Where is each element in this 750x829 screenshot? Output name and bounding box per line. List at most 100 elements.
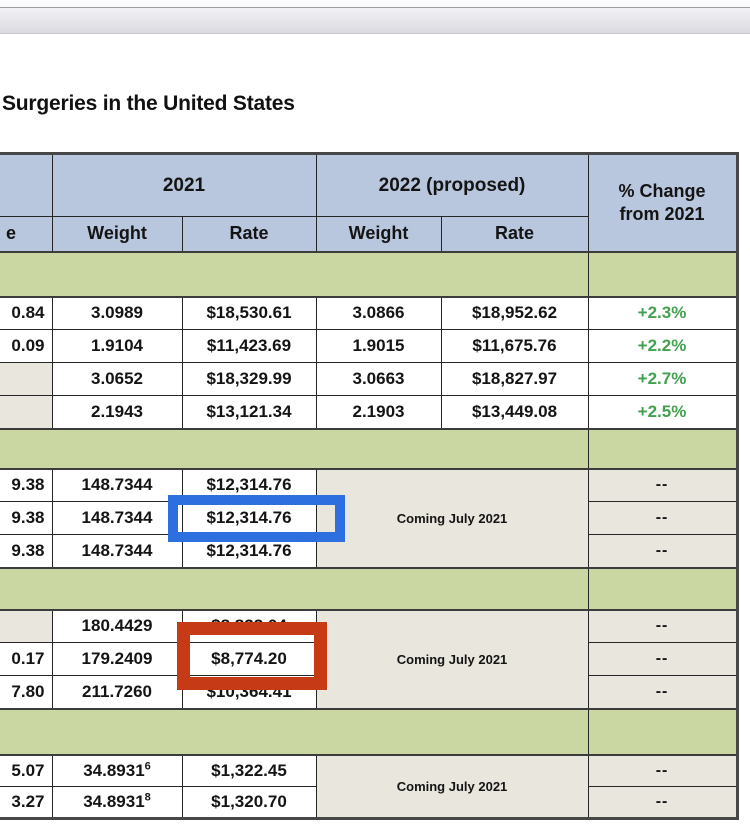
- window-chrome-divider: [0, 7, 750, 8]
- blue-highlight-box: [168, 495, 345, 542]
- table-row: 180.4429 $8,833.04 Coming July 2021 --: [0, 609, 738, 709]
- code-cell: 0.17: [0, 642, 53, 676]
- table-row: 9.38 148.7344 $12,314.76 --: [0, 534, 738, 568]
- table-row: 2.1943 $13,121.34 2.1903 $13,449.08 +2.5…: [0, 395, 738, 429]
- code-cell: 3.27: [0, 786, 53, 819]
- weight-2021-cell: 180.4429: [51, 609, 183, 643]
- rate-2022-cell: $11,675.76: [440, 329, 589, 363]
- section-band-1-left: [0, 250, 589, 298]
- weight-2021-cell: 34.89316: [51, 754, 183, 787]
- weight-value: 34.8931: [83, 760, 145, 780]
- rate-2022-cell: $18,827.97: [440, 362, 589, 396]
- rate-2021-cell: $1,320.70: [181, 786, 317, 819]
- table-row: 5.07 34.89316 $1,322.45 Coming July 2021…: [0, 754, 738, 819]
- code-cell-empty: [0, 609, 53, 643]
- weight-2021-cell: 1.9104: [51, 329, 183, 363]
- section-band-1: [0, 250, 738, 298]
- rates-table: 2021 2022 (proposed) % Change from 2021 …: [0, 152, 739, 820]
- code-cell: 9.38: [0, 468, 53, 502]
- weight-2022-cell: 3.0663: [315, 362, 442, 396]
- header-row-subcols: e Weight Rate Weight Rate: [0, 216, 737, 252]
- pct-change-cell: --: [587, 786, 738, 819]
- code-cell: 9.38: [0, 534, 53, 568]
- pct-change-cell: +2.5%: [587, 395, 738, 429]
- pct-change-cell: --: [587, 534, 738, 568]
- section-band-2: [0, 427, 738, 470]
- weight-2021-cell: 3.0989: [51, 296, 183, 330]
- col-group-2021: 2021: [51, 153, 317, 217]
- window-chrome-bar: [0, 8, 750, 34]
- col-header-pct-change: % Change from 2021: [587, 153, 738, 252]
- coming-july-2021-cell: Coming July 2021: [315, 468, 589, 568]
- table-row: 3.27 34.89318 $1,320.70 --: [0, 786, 738, 819]
- weight-2022-cell: 1.9015: [315, 329, 442, 363]
- section-band-4-right: [587, 707, 738, 756]
- table-row: 3.0652 $18,329.99 3.0663 $18,827.97 +2.7…: [0, 362, 738, 396]
- code-cell: 0.09: [0, 329, 53, 363]
- pct-change-cell: +2.3%: [587, 296, 738, 330]
- code-cell: 5.07: [0, 754, 53, 787]
- weight-2021-cell: 148.7344: [51, 468, 183, 502]
- pct-change-line1: % Change: [618, 181, 706, 202]
- table-row: 0.84 3.0989 $18,530.61 3.0866 $18,952.62…: [0, 296, 738, 330]
- pct-change-cell: +2.7%: [587, 362, 738, 396]
- header-row-groups: 2021 2022 (proposed) % Change from 2021: [0, 153, 738, 252]
- section-band-2-left: [0, 427, 589, 470]
- window-chrome-top: [0, 0, 750, 7]
- section-band-4: [0, 707, 738, 756]
- pct-change-cell: --: [587, 468, 738, 502]
- header-col0-spacer: [0, 153, 53, 217]
- section-band-4-left: [0, 707, 589, 756]
- col-header-rate-2021: Rate: [181, 216, 317, 252]
- weight-2022-cell: 3.0866: [315, 296, 442, 330]
- pct-change-line2: from 2021: [619, 203, 705, 224]
- rate-2022-cell: $13,449.08: [440, 395, 589, 429]
- pct-change-cell: --: [587, 609, 738, 643]
- pct-change-cell: +2.2%: [587, 329, 738, 363]
- coming-july-2021-cell: Coming July 2021: [315, 754, 589, 819]
- rate-2021-cell: $18,329.99: [181, 362, 317, 396]
- coming-july-2021-cell: Coming July 2021: [315, 609, 589, 709]
- col-header-rate-2022: Rate: [440, 216, 589, 252]
- section-band-3-left: [0, 566, 589, 611]
- col-header-weight-2022: Weight: [315, 216, 442, 252]
- col-header-weight-2021: Weight: [51, 216, 183, 252]
- rate-2021-cell: $18,530.61: [181, 296, 317, 330]
- weight-value: 34.8931: [83, 792, 145, 811]
- weight-2022-cell: 2.1903: [315, 395, 442, 429]
- red-highlight-box: [177, 622, 327, 690]
- pct-change-cell: --: [587, 501, 738, 535]
- weight-2021-cell: 179.2409: [51, 642, 183, 676]
- table-row: 9.38 148.7344 $12,314.76 Coming July 202…: [0, 468, 738, 568]
- table-row: 0.09 1.9104 $11,423.69 1.9015 $11,675.76…: [0, 329, 738, 363]
- table-row: 9.38 148.7344 $12,314.76 --: [0, 501, 738, 535]
- weight-2021-cell: 211.7260: [51, 675, 183, 709]
- footnote-marker: 8: [144, 791, 151, 804]
- footnote-marker: 6: [144, 760, 151, 773]
- rate-2021-cell: $1,322.45: [181, 754, 317, 787]
- page-title: Surgeries in the United States: [2, 92, 295, 115]
- weight-2021-cell: 148.7344: [51, 501, 183, 535]
- section-band-3-right: [587, 566, 738, 611]
- section-band-1-right: [587, 250, 738, 298]
- weight-2021-cell: 3.0652: [51, 362, 183, 396]
- section-band-3: [0, 566, 738, 611]
- pct-change-cell: --: [587, 642, 738, 676]
- header-col0-partial: e: [0, 216, 53, 252]
- rate-2021-cell: $13,121.34: [181, 395, 317, 429]
- rate-2021-cell: $11,423.69: [181, 329, 317, 363]
- weight-2021-cell: 148.7344: [51, 534, 183, 568]
- weight-2021-cell: 2.1943: [51, 395, 183, 429]
- pct-change-cell: --: [587, 675, 738, 709]
- code-cell: 0.84: [0, 296, 53, 330]
- pct-change-cell: --: [587, 754, 738, 787]
- col-group-2022: 2022 (proposed): [315, 153, 589, 217]
- rate-2021-cell-highlighted: $12,314.76: [181, 501, 317, 535]
- weight-2021-cell: 34.89318: [51, 786, 183, 819]
- code-cell-empty: [0, 395, 53, 429]
- code-cell: 9.38: [0, 501, 53, 535]
- rate-2022-cell: $18,952.62: [440, 296, 589, 330]
- section-band-2-right: [587, 427, 738, 470]
- code-cell: 7.80: [0, 675, 53, 709]
